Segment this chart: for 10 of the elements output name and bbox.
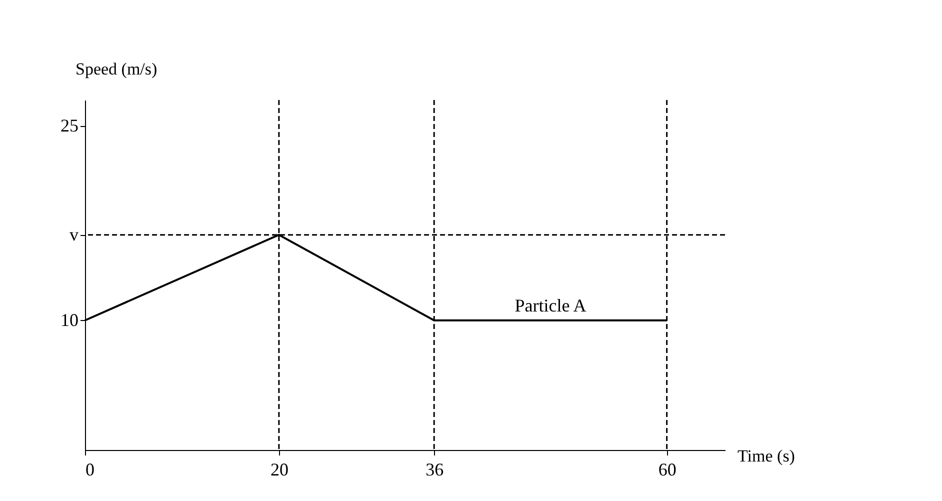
y-tick-label: 25 <box>60 115 78 136</box>
x-tick-label: 0 <box>86 460 94 480</box>
x-tick-label: 20 <box>270 460 288 480</box>
y-tick-label: v <box>70 224 78 244</box>
y-axis-title: Speed (m/s) <box>76 60 158 78</box>
x-tick-label: 36 <box>426 460 444 480</box>
y-tick-label: 10 <box>60 310 78 330</box>
x-tick-label: 60 <box>658 460 676 480</box>
annotation: Particle A <box>514 295 586 316</box>
x-axis-title: Time (s) <box>738 446 795 466</box>
